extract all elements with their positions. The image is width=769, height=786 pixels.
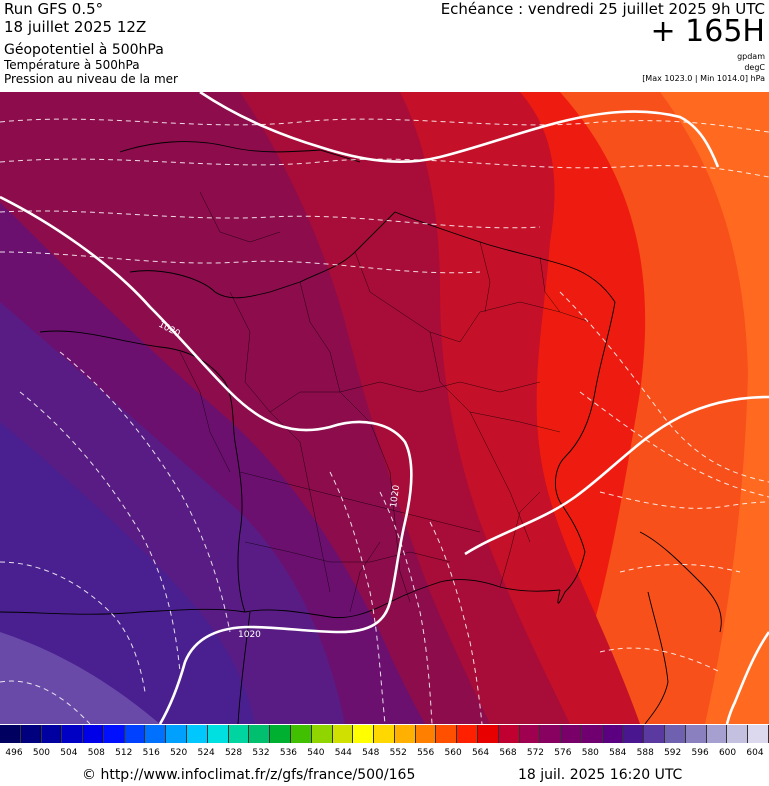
color-scale-tick: 556: [417, 748, 435, 758]
pressure-range: [Max 1023.0 | Min 1014.0] hPa: [642, 74, 765, 83]
color-swatch: [623, 725, 645, 743]
color-swatch: [332, 725, 354, 743]
forecast-lead-hours: + 165H: [650, 14, 766, 49]
color-swatch: [477, 725, 499, 743]
color-scale-ticks: 496 500 504 508 512 516 520 524 528 532 536 540 544 5…: [0, 748, 769, 760]
color-scale-tick: 540: [307, 748, 325, 758]
forecast-map: 1020 1020 1020: [0, 92, 769, 724]
color-scale-tick: 576: [554, 748, 572, 758]
color-swatch: [498, 725, 520, 743]
color-scale-tick: 596: [691, 748, 709, 758]
color-swatch: [581, 725, 603, 743]
color-scale-tick: 592: [664, 748, 682, 758]
layer-geopotential-label: Géopotentiel à 500hPa: [4, 42, 164, 58]
color-swatch: [602, 725, 624, 743]
color-swatch: [290, 725, 312, 743]
color-swatch: [207, 725, 229, 743]
color-scale-tick: 496: [5, 748, 23, 758]
color-swatch: [727, 725, 749, 743]
color-swatch: [0, 725, 21, 743]
layer-temperature-label: Température à 500hPa: [4, 58, 140, 72]
band-orange-east: [560, 92, 769, 724]
color-swatch: [540, 725, 562, 743]
color-swatch: [83, 725, 104, 743]
color-swatch: [62, 725, 84, 743]
color-scale-tick: 604: [746, 748, 764, 758]
color-scale-tick: 584: [609, 748, 627, 758]
color-scale-tick: 544: [334, 748, 352, 758]
color-swatch: [20, 725, 42, 743]
color-swatch: [748, 725, 769, 743]
generation-timestamp: 18 juil. 2025 16:20 UTC: [518, 767, 683, 783]
color-swatch: [374, 725, 395, 743]
color-scale-tick: 536: [279, 748, 298, 758]
color-scale-tick: 560: [444, 748, 462, 758]
color-scale-tick: 516: [142, 748, 160, 758]
color-scale-tick: 504: [60, 748, 78, 758]
color-scale-tick: 564: [471, 748, 490, 758]
color-swatch: [394, 725, 416, 743]
layer-pressure-label: Pression au niveau de la mer: [4, 72, 178, 86]
color-swatch: [270, 725, 291, 743]
color-swatch: [457, 725, 478, 743]
color-swatch: [249, 725, 271, 743]
color-swatch: [415, 725, 437, 743]
color-swatch: [145, 725, 167, 743]
color-swatch: [187, 725, 208, 743]
color-scale-tick: 524: [197, 748, 215, 758]
color-swatch: [644, 725, 665, 743]
unit-temperature: degC: [744, 63, 765, 72]
color-swatch: [685, 725, 707, 743]
color-swatch: [561, 725, 582, 743]
run-title: Run GFS 0.5°: [4, 0, 104, 18]
run-date: 18 juillet 2025 12Z: [4, 18, 147, 36]
color-swatch: [228, 725, 250, 743]
color-swatch: [166, 725, 188, 743]
color-swatch: [103, 725, 125, 743]
unit-geopotential: gpdam: [737, 52, 765, 61]
color-scale-tick: 528: [224, 748, 243, 758]
pressure-isobars: [0, 92, 769, 724]
color-scale-tick: 520: [170, 748, 188, 758]
color-swatch: [519, 725, 541, 743]
geopotential-color-scale: [0, 725, 769, 743]
color-scale-tick: 572: [526, 748, 545, 758]
color-scale-tick: 508: [87, 748, 105, 758]
color-swatch: [665, 725, 686, 743]
color-swatch: [436, 725, 458, 743]
color-scale-tick: 580: [581, 748, 599, 758]
color-swatch: [41, 725, 63, 743]
color-scale-tick: 512: [115, 748, 133, 758]
band-orange-far: [660, 92, 769, 724]
band-purple-4: [0, 632, 160, 724]
color-swatch: [353, 725, 375, 743]
color-scale-tick: 532: [252, 748, 270, 758]
temperature-isotherms: [0, 118, 769, 724]
color-scale-tick: 552: [389, 748, 407, 758]
color-swatch: [706, 725, 728, 743]
source-credit: © http://www.infoclimat.fr/z/gfs/france/…: [82, 767, 416, 783]
color-scale-tick: 568: [499, 748, 517, 758]
color-swatch: [124, 725, 146, 743]
isobar-label-1020-central: 1020: [389, 484, 402, 508]
forecast-valid-time: Echéance : vendredi 25 juillet 2025 9h U…: [440, 0, 765, 18]
isobar-label-1020-south: 1020: [238, 630, 261, 640]
color-swatch: [311, 725, 333, 743]
color-scale-tick: 548: [362, 748, 380, 758]
color-scale-tick: 588: [636, 748, 654, 758]
region-borders: [179, 191, 591, 613]
color-scale-tick: 600: [718, 748, 737, 758]
color-scale-tick: 500: [32, 748, 51, 758]
